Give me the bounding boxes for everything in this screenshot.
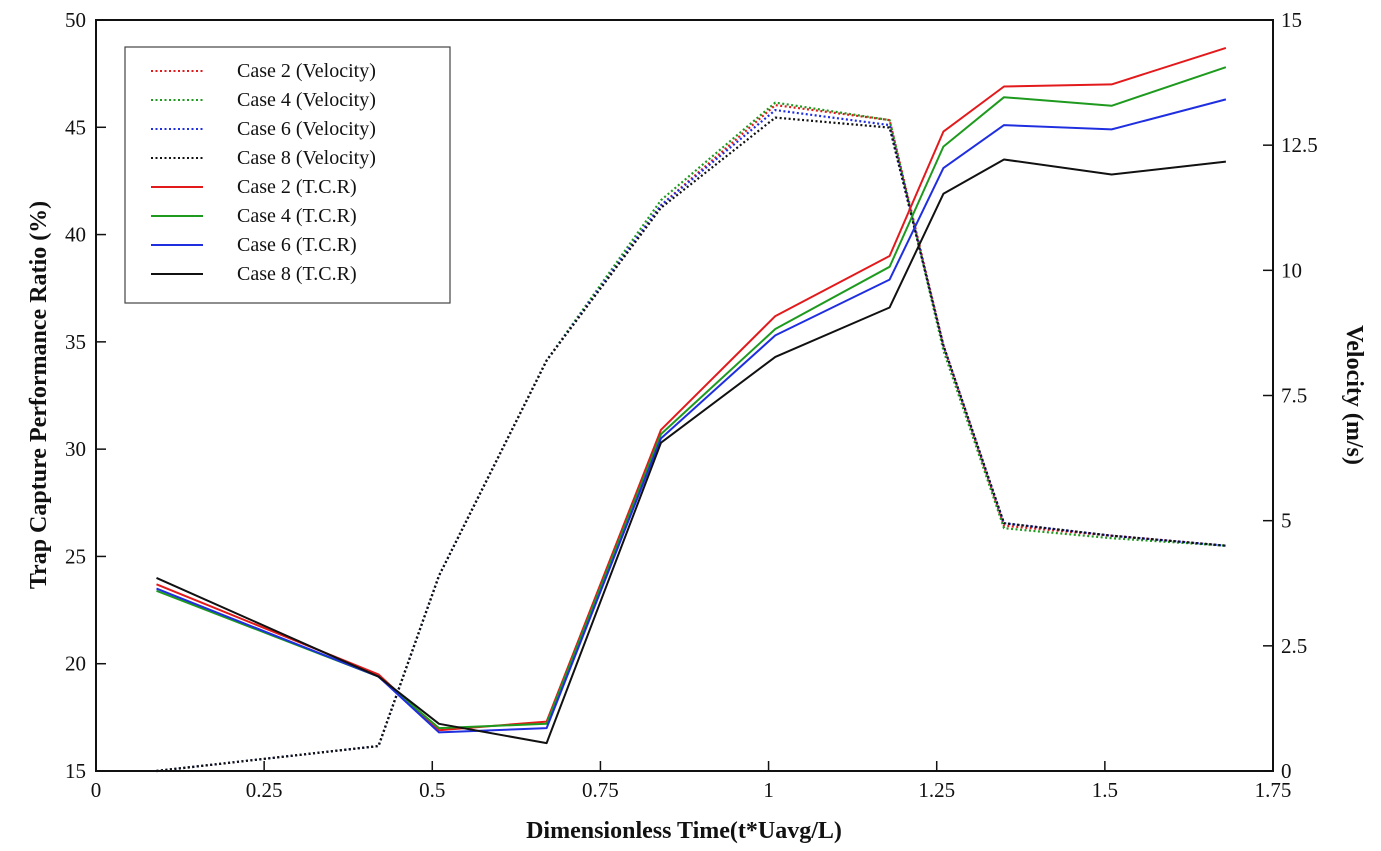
x-tick-label: 1 xyxy=(763,778,774,802)
y2-tick-label: 5 xyxy=(1281,509,1292,533)
legend-entry: Case 6 (Velocity) xyxy=(237,118,376,140)
series-layer xyxy=(156,46,1227,773)
y2-tick-label: 2.5 xyxy=(1281,634,1307,658)
x-tick-label: 1.75 xyxy=(1255,778,1292,802)
x-tick-label: 1.5 xyxy=(1092,778,1118,802)
legend-entry: Case 4 (Velocity) xyxy=(237,89,376,111)
legend-entry: Case 8 (T.C.R) xyxy=(237,263,357,285)
series-line-6 xyxy=(156,66,1227,730)
y-tick-label: 20 xyxy=(65,652,86,676)
legend-entry: Case 8 (Velocity) xyxy=(237,147,376,169)
x-axis-title: Dimensionless Time(t*Uavg/L) xyxy=(526,818,842,844)
y2-tick-label: 7.5 xyxy=(1281,384,1307,408)
legend-entry: Case 6 (T.C.R) xyxy=(237,234,357,256)
legend-entry: Case 4 (T.C.R) xyxy=(237,205,357,227)
y2-axis-title: Velocity (m/s) xyxy=(1341,325,1367,465)
x-tick-label: 0.5 xyxy=(419,778,445,802)
x-tick-label: 0 xyxy=(91,778,102,802)
y2-tick-label: 0 xyxy=(1281,759,1292,783)
y2-tick-label: 10 xyxy=(1281,258,1302,282)
legend: Case 2 (Velocity) Case 4 (Velocity) Case 6… xyxy=(124,46,451,304)
legend-box xyxy=(124,46,451,304)
legend-entry: Case 2 (T.C.R) xyxy=(237,176,357,198)
y-tick-label: 50 xyxy=(65,8,86,32)
y-tick-label: 30 xyxy=(65,437,86,461)
x-tick-label: 0.25 xyxy=(246,778,283,802)
y2-tick-label: 12.5 xyxy=(1281,133,1318,157)
y-tick-label: 45 xyxy=(65,115,86,139)
x-tick-label: 0.75 xyxy=(582,778,619,802)
x-tick-label: 1.25 xyxy=(918,778,955,802)
series-line-4 xyxy=(156,116,1226,773)
y-axis-title: Trap Capture Performance Ratio (%) xyxy=(26,201,52,589)
series-line-8 xyxy=(156,158,1227,745)
y-tick-label: 15 xyxy=(65,759,86,783)
axis-ticks: 0 0.25 0.5 0.75 1 1.25 1.5 1.751520253035404550… xyxy=(65,8,1318,802)
y-tick-label: 25 xyxy=(65,544,86,568)
y-tick-label: 35 xyxy=(65,330,86,354)
series-line-7 xyxy=(156,98,1227,734)
y2-tick-label: 15 xyxy=(1281,8,1302,32)
y-tick-label: 40 xyxy=(65,223,86,247)
legend-entry: Case 2 (Velocity) xyxy=(237,60,376,82)
